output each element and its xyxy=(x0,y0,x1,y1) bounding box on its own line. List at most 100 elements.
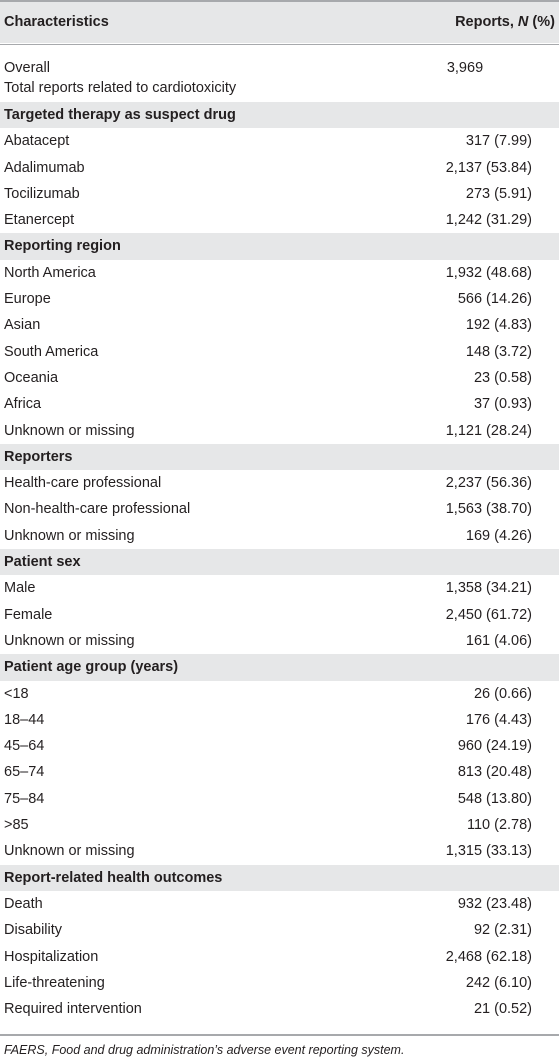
row-value: 273 (5.91) xyxy=(465,185,532,202)
row-label: 65–74 xyxy=(4,764,45,781)
table-row: Unknown or missing 161 (4.06) xyxy=(0,628,559,654)
table-row: Female 2,450 (61.72) xyxy=(0,602,559,628)
row-value: 23 (0.58) xyxy=(473,369,532,386)
row-value: 1,315 (33.13) xyxy=(445,843,532,860)
header-characteristics: Characteristics xyxy=(4,14,109,30)
section-header-row: Report-related health outcomes xyxy=(0,864,559,891)
section-label: Patient age group (years) xyxy=(4,659,179,676)
table-row: Europe 566 (14.26) xyxy=(0,286,559,312)
row-value: 169 (4.26) xyxy=(465,527,532,544)
row-label: 75–84 xyxy=(4,790,45,807)
row-value: 21 (0.52) xyxy=(473,1001,532,1018)
table-row: Africa 37 (0.93) xyxy=(0,391,559,417)
row-label: South America xyxy=(4,343,99,360)
row-value: 2,137 (53.84) xyxy=(445,159,532,176)
row-label: Death xyxy=(4,895,43,912)
row-value: 1,242 (31.29) xyxy=(445,212,532,229)
row-label: 18–44 xyxy=(4,711,45,728)
table-row: 18–44 176 (4.43) xyxy=(0,707,559,733)
row-label: Female xyxy=(4,606,53,623)
table-row: 45–64 960 (24.19) xyxy=(0,733,559,759)
table-body: Targeted therapy as suspect drug Abatacep… xyxy=(0,102,559,1022)
table-header: Characteristics Reports, N (%) xyxy=(0,2,559,43)
row-label: Tocilizumab xyxy=(4,185,80,202)
table-row: 75–84 548 (13.80) xyxy=(0,786,559,812)
table-row: 65–74 813 (20.48) xyxy=(0,759,559,785)
row-value: 2,237 (56.36) xyxy=(445,475,532,492)
row-value: 192 (4.83) xyxy=(465,317,532,334)
section-header-row: Reporting region xyxy=(0,233,559,260)
table-row: Required intervention 21 (0.52) xyxy=(0,996,559,1022)
table-row: Life-threatening 242 (6.10) xyxy=(0,970,559,996)
table-row: Hospitalization 2,468 (62.18) xyxy=(0,944,559,970)
row-value: 317 (7.99) xyxy=(465,133,532,150)
row-value: 1,358 (34.21) xyxy=(445,580,532,597)
row-value: 1,932 (48.68) xyxy=(445,264,532,281)
table-row: Oceania 23 (0.58) xyxy=(0,365,559,391)
table-row: Death 932 (23.48) xyxy=(0,891,559,917)
row-label: 45–64 xyxy=(4,738,45,755)
row-value: 2,450 (61.72) xyxy=(445,606,532,623)
table-row: Etanercept 1,242 (31.29) xyxy=(0,207,559,233)
row-label: Africa xyxy=(4,396,42,413)
row-label: Unknown or missing xyxy=(4,632,135,649)
table-row: Health-care professional 2,237 (56.36) xyxy=(0,470,559,496)
row-label: Health-care professional xyxy=(4,475,162,492)
row-label: Europe xyxy=(4,291,51,308)
row-value: 176 (4.43) xyxy=(465,711,532,728)
table-row: North America 1,932 (48.68) xyxy=(0,260,559,286)
section-header-row: Patient sex xyxy=(0,549,559,576)
row-label: Unknown or missing xyxy=(4,422,135,439)
section-label: Patient sex xyxy=(4,554,81,571)
footnote: FAERS, Food and drug administration’s ad… xyxy=(4,1043,405,1057)
row-value: 960 (24.19) xyxy=(457,738,532,755)
section-label: Reporting region xyxy=(4,238,121,255)
row-label: <18 xyxy=(4,685,29,702)
row-label: North America xyxy=(4,264,96,281)
row-value: 1,121 (28.24) xyxy=(445,422,532,439)
row-label: Hospitalization xyxy=(4,948,99,965)
row-value: 161 (4.06) xyxy=(465,632,532,649)
section-header-row: Targeted therapy as suspect drug xyxy=(0,102,559,129)
header-reports: Reports, N (%) xyxy=(390,14,555,30)
row-label: Oceania xyxy=(4,369,59,386)
header-reports-n: N xyxy=(517,14,529,30)
row-label: Life-threatening xyxy=(4,974,105,991)
table-row: Non-health-care professional 1,563 (38.70… xyxy=(0,496,559,522)
row-label: Disability xyxy=(4,922,63,939)
row-value: 37 (0.93) xyxy=(473,396,532,413)
header-reports-prefix: Reports, xyxy=(455,14,518,30)
row-label: Non-health-care professional xyxy=(4,501,191,518)
row-label: >85 xyxy=(4,817,29,834)
row-label: Abatacept xyxy=(4,133,70,150)
section-label: Reporters xyxy=(4,448,73,465)
row-value: 813 (20.48) xyxy=(457,764,532,781)
top-rule xyxy=(0,0,559,2)
section-label: Targeted therapy as suspect drug xyxy=(4,107,236,123)
section-label: Report-related health outcomes xyxy=(4,869,223,886)
overall-row: Overall Total reports related to cardiot… xyxy=(0,50,559,102)
row-value: 2,468 (62.18) xyxy=(445,948,532,965)
table-row: Disability 92 (2.31) xyxy=(0,917,559,943)
row-label: Etanercept xyxy=(4,212,75,229)
table-row: Abatacept 317 (7.99) xyxy=(0,128,559,154)
row-value: 932 (23.48) xyxy=(457,895,532,912)
table-row: Unknown or missing 1,121 (28.24) xyxy=(0,418,559,444)
row-label: Required intervention xyxy=(4,1001,142,1018)
table-row: Asian 192 (4.83) xyxy=(0,312,559,338)
row-label: Unknown or missing xyxy=(4,843,135,860)
header-reports-suffix: (%) xyxy=(528,14,555,30)
row-label: Male xyxy=(4,580,36,597)
section-header-row: Patient age group (years) xyxy=(0,654,559,681)
row-value: 26 (0.66) xyxy=(473,685,532,702)
row-value: 1,563 (38.70) xyxy=(445,501,532,518)
row-label: Asian xyxy=(4,317,41,334)
section-header-row: Reporters xyxy=(0,443,559,471)
table-row: Tocilizumab 273 (5.91) xyxy=(0,181,559,207)
table-row: <18 26 (0.66) xyxy=(0,681,559,707)
table-row: Adalimumab 2,137 (53.84) xyxy=(0,155,559,181)
table-row: >85 110 (2.78) xyxy=(0,812,559,838)
row-value: 92 (2.31) xyxy=(473,922,532,939)
overall-value: 3,969 xyxy=(446,60,484,76)
row-label: Adalimumab xyxy=(4,159,85,176)
